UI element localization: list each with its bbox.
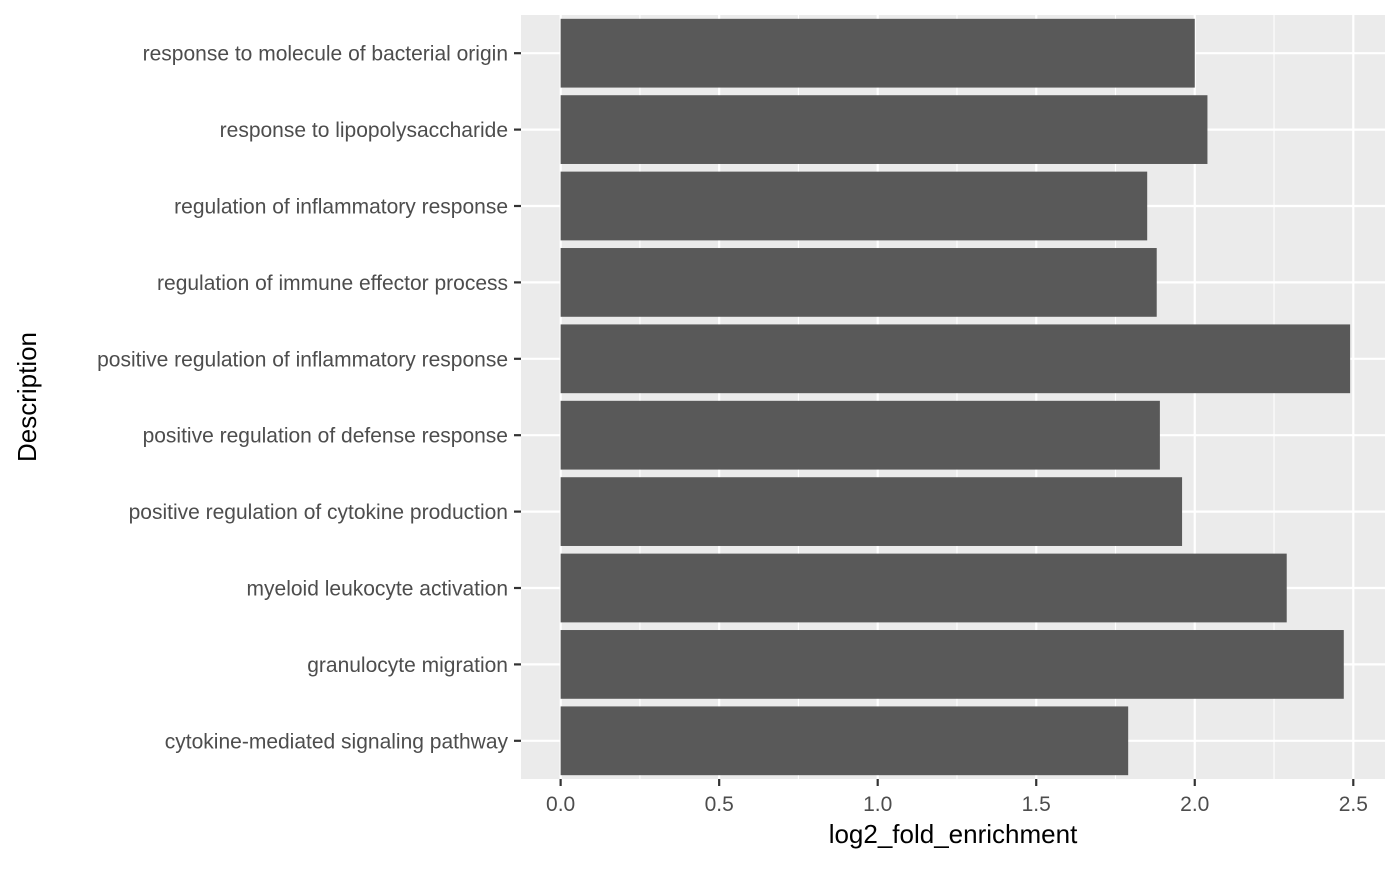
x-tick-label: 2.0: [1180, 793, 1209, 816]
y-axis-title: Description: [12, 332, 42, 462]
x-axis-title: log2_fold_enrichment: [829, 819, 1078, 849]
bar: [560, 477, 1183, 546]
y-tick-label: myeloid leukocyte activation: [247, 578, 508, 601]
bars: [560, 18, 1351, 776]
y-axis: response to molecule of bacterial origin…: [97, 43, 521, 753]
bar: [560, 18, 1195, 88]
y-tick-label: positive regulation of defense response: [143, 425, 508, 448]
bar: [560, 553, 1287, 623]
bar: [560, 706, 1129, 776]
y-tick-label: regulation of immune effector process: [157, 272, 508, 295]
bar: [560, 630, 1344, 699]
bar: [560, 95, 1208, 164]
y-tick-label: cytokine-mediated signaling pathway: [165, 730, 509, 753]
x-tick-label: 2.5: [1339, 793, 1368, 816]
bar: [560, 400, 1160, 470]
y-tick-label: regulation of inflammatory response: [174, 196, 508, 219]
y-tick-label: positive regulation of cytokine producti…: [129, 501, 508, 524]
bar: [560, 324, 1351, 394]
y-tick-label: positive regulation of inflammatory resp…: [97, 348, 508, 371]
x-tick-label: 0.5: [705, 793, 734, 816]
x-axis: 0.0 0.5 1.0 1.5 2.0 2.5: [546, 779, 1368, 816]
x-tick-label: 1.0: [863, 793, 892, 816]
bar: [560, 248, 1157, 317]
y-tick-label: granulocyte migration: [307, 654, 508, 677]
x-tick-label: 0.0: [546, 793, 575, 816]
x-tick-label: 1.5: [1022, 793, 1051, 816]
bar: [560, 171, 1148, 241]
y-tick-label: response to molecule of bacterial origin: [143, 43, 508, 66]
y-tick-label: response to lipopolysaccharide: [220, 119, 508, 142]
